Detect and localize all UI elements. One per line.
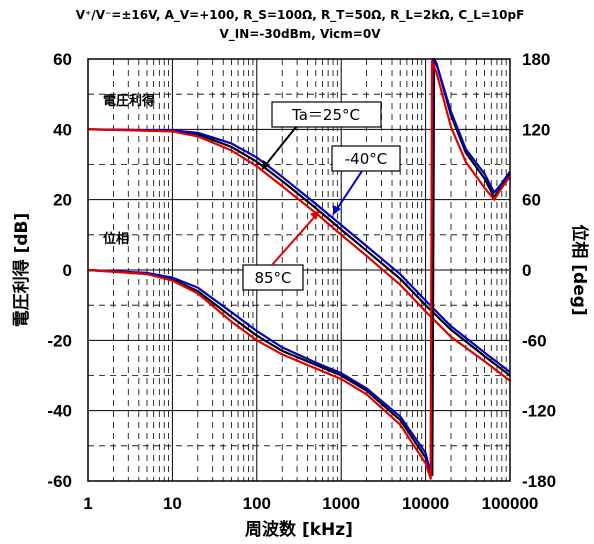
y-right-tick-label: -120 — [522, 402, 556, 421]
y-left-tick-label: 40 — [53, 120, 72, 139]
conditions-line-2: V_IN=-30dBm, Vicm=0V — [219, 27, 381, 42]
annotation-25c: Ta＝25°C — [262, 101, 382, 170]
series-line-phase — [87, 57, 511, 477]
x-tick-label: 1000 — [322, 494, 360, 513]
y-left-tick-label: 20 — [53, 191, 72, 210]
series-line-gain — [87, 128, 511, 377]
y-right-tick-label: -60 — [522, 331, 547, 350]
y-right-tick-label: -180 — [522, 472, 556, 491]
y-right-axis-title: 位相 [deg] — [569, 224, 590, 315]
conditions-line-1: V⁺/V⁻=±16V, A_V=+100, R_S=100Ω, R_T=50Ω,… — [76, 8, 525, 23]
y-left-tick-label: 60 — [53, 50, 72, 69]
tick-labels: 1 10 100 1000 10000 100000 60 40 20 0 -20 -40 -60 180… — [47, 50, 556, 513]
series-line-phase — [87, 57, 511, 477]
series-line-phase — [87, 60, 511, 480]
y-left-tick-label: 0 — [63, 261, 72, 280]
annotation-minus40c: -40°C — [331, 145, 401, 215]
x-tick-label: 1 — [83, 494, 92, 513]
y-left-tick-label: -60 — [47, 472, 72, 491]
y-left-axis-title: 電圧利得 [dB] — [11, 213, 32, 328]
plot-frame — [87, 58, 511, 482]
y-left-tick-label: -20 — [47, 331, 72, 350]
x-axis-title: 周波数 [kHz] — [245, 519, 353, 540]
y-right-tick-label: 0 — [522, 261, 531, 280]
y-right-tick-label: 180 — [522, 50, 550, 69]
series-line-gain — [87, 128, 511, 373]
x-tick-label: 10 — [163, 494, 182, 513]
x-tick-label: 100000 — [482, 494, 539, 513]
series-lines — [87, 57, 511, 480]
x-tick-label: 10000 — [402, 494, 449, 513]
x-tick-label: 100 — [243, 494, 271, 513]
region-label-phase: 位相 — [103, 231, 129, 247]
annotation-85c: 85°C — [242, 210, 320, 291]
series-line-gain — [87, 128, 511, 382]
region-label-gain: 電圧利得 — [103, 93, 155, 109]
annotation-minus40c-text: -40°C — [345, 150, 387, 168]
y-left-tick-label: -40 — [47, 402, 72, 421]
y-right-tick-label: 60 — [522, 191, 541, 210]
annotation-25c-text: Ta＝25°C — [291, 106, 360, 124]
y-right-tick-label: 120 — [522, 120, 550, 139]
annotation-85c-text: 85°C — [254, 269, 291, 287]
